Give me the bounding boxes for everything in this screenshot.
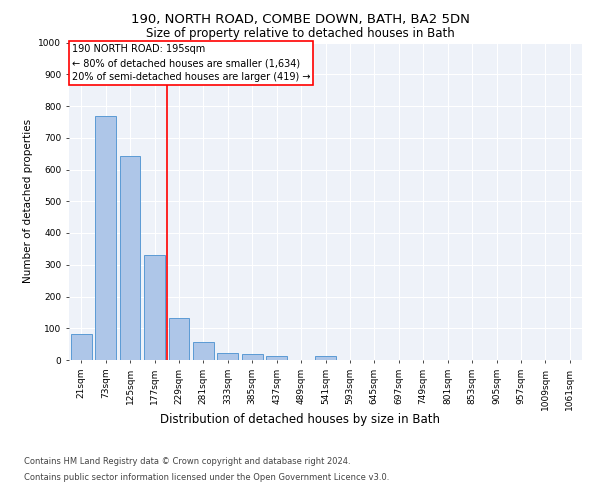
Text: Size of property relative to detached houses in Bath: Size of property relative to detached ho… — [146, 28, 454, 40]
Bar — [71, 334, 92, 360]
Bar — [95, 116, 116, 360]
Text: 190 NORTH ROAD: 195sqm
← 80% of detached houses are smaller (1,634)
20% of semi-: 190 NORTH ROAD: 195sqm ← 80% of detached… — [71, 44, 310, 82]
Text: Distribution of detached houses by size in Bath: Distribution of detached houses by size … — [160, 412, 440, 426]
Y-axis label: Number of detached properties: Number of detached properties — [23, 119, 33, 284]
Text: Contains public sector information licensed under the Open Government Licence v3: Contains public sector information licen… — [24, 472, 389, 482]
Bar — [266, 356, 287, 360]
Text: Contains HM Land Registry data © Crown copyright and database right 2024.: Contains HM Land Registry data © Crown c… — [24, 458, 350, 466]
Bar — [217, 352, 238, 360]
Bar — [242, 354, 263, 360]
Bar — [144, 255, 165, 360]
Bar — [315, 356, 336, 360]
Bar — [119, 156, 140, 360]
Bar — [169, 318, 190, 360]
Bar — [193, 342, 214, 360]
Text: 190, NORTH ROAD, COMBE DOWN, BATH, BA2 5DN: 190, NORTH ROAD, COMBE DOWN, BATH, BA2 5… — [131, 12, 469, 26]
